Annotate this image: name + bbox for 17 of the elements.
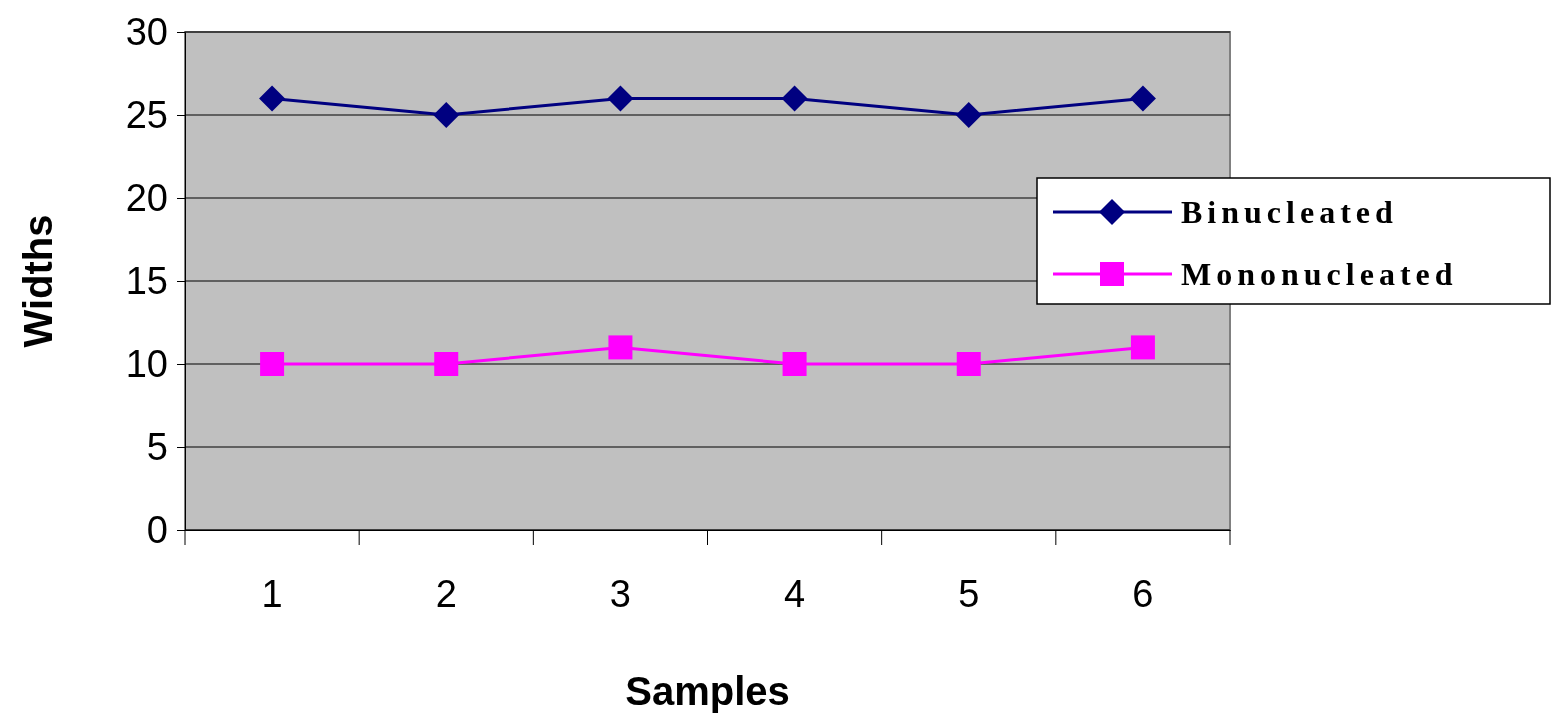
x-tick-label: 4 [784,572,806,615]
y-tick-label: 30 [125,10,168,53]
x-axis-title: Samples [625,669,790,713]
y-tick-label: 0 [146,508,168,551]
x-tick-label: 3 [609,572,631,615]
x-tick-label: 2 [435,572,457,615]
x-tick-label: 5 [958,572,980,615]
y-tick-label: 10 [125,342,168,385]
y-tick-label: 15 [125,259,168,302]
y-tick-label: 20 [125,176,168,219]
x-tick-label: 1 [261,572,283,615]
y-tick-label: 5 [146,425,168,468]
legend-label: Binucleated [1181,194,1398,230]
legend-label: Mononucleated [1181,256,1458,292]
x-tick-label: 6 [1132,572,1154,615]
y-axis-title: Widths [16,214,60,348]
y-tick-label: 25 [125,93,168,136]
